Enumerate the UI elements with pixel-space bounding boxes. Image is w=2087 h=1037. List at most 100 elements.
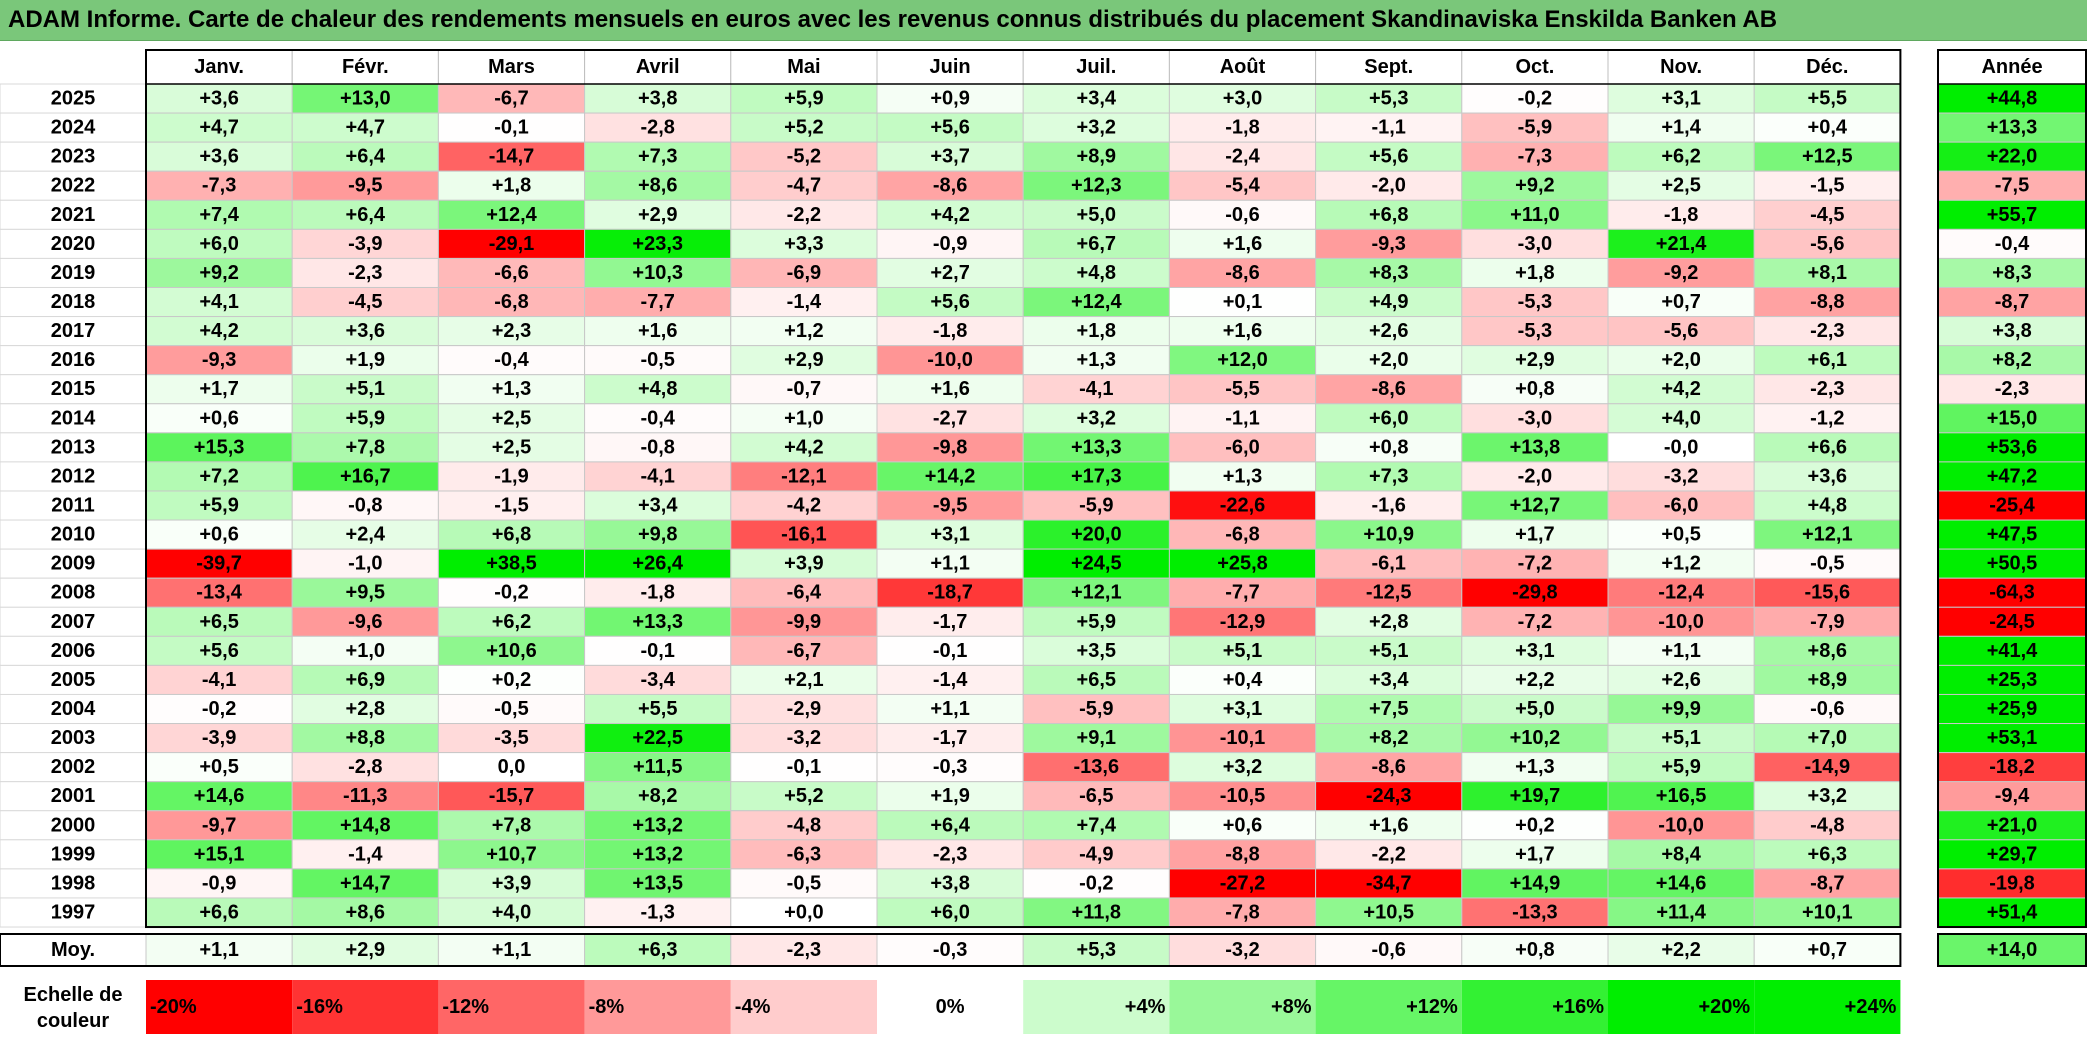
heat-cell	[1753, 693, 1901, 725]
average-cell-value: -0,3	[933, 939, 967, 961]
heat-cell-value: -5,6	[1664, 320, 1698, 342]
heat-cell-value: -6,8	[1225, 524, 1259, 546]
month-header: Août	[1220, 56, 1266, 78]
heat-cell	[291, 228, 439, 259]
year-label: 2014	[51, 407, 96, 429]
heat-cell	[291, 112, 439, 143]
heat-cell	[584, 490, 732, 521]
heat-cell-value: +13,8	[1510, 436, 1561, 458]
heat-cell	[1753, 723, 1901, 754]
heat-cell	[584, 519, 732, 550]
heat-cell-value: +5,2	[784, 117, 823, 139]
heat-cell-value: -8,8	[1810, 291, 1844, 313]
heat-cell-value: +2,7	[930, 262, 969, 284]
heat-cell	[145, 490, 293, 521]
annual-header: Année	[1981, 56, 2042, 78]
annual-cell	[1937, 577, 2087, 608]
heat-cell	[1461, 345, 1609, 376]
heat-cell	[145, 839, 293, 870]
heat-cell-value: -9,3	[202, 349, 236, 371]
heat-cell-value: -3,5	[494, 727, 528, 749]
heat-cell-value: -1,0	[348, 553, 382, 575]
heat-cell	[1607, 752, 1755, 783]
heat-cell-value: -12,1	[781, 465, 827, 487]
heat-cell-value: -4,5	[348, 291, 382, 313]
heat-cell-value: -0,0	[1664, 436, 1698, 458]
heat-cell-value: +1,9	[346, 349, 385, 371]
scale-label: Echelle de	[24, 984, 123, 1006]
heat-cell	[584, 199, 732, 230]
heat-cell-value: -34,7	[1366, 872, 1412, 894]
year-label: 2009	[51, 553, 96, 575]
heat-cell	[876, 112, 1024, 143]
heat-cell-value: +6,0	[1369, 407, 1408, 429]
heat-cell-value: -3,9	[202, 727, 236, 749]
heat-cell	[1168, 723, 1317, 754]
heat-cell	[291, 345, 439, 376]
year-label-cell	[0, 810, 147, 841]
heat-cell	[1461, 490, 1609, 521]
average-cell	[1461, 933, 1609, 967]
heat-cell	[876, 868, 1024, 899]
heat-cell	[730, 723, 878, 754]
heat-cell-value: -0,2	[494, 582, 528, 604]
heat-cell	[1168, 664, 1317, 695]
heat-cell	[1607, 490, 1755, 521]
year-label: 2000	[51, 814, 96, 836]
heat-cell-value: -2,3	[933, 843, 967, 865]
heat-cell-value: +3,4	[1369, 669, 1409, 691]
heat-cell-value: +1,8	[492, 175, 531, 197]
heat-cell-value: +2,6	[1369, 320, 1408, 342]
heat-cell	[730, 577, 878, 608]
heat-cell-value: -5,4	[1225, 175, 1260, 197]
heat-cell-value: -2,2	[787, 204, 821, 226]
heat-cell-value: +2,5	[492, 407, 531, 429]
heat-cell	[145, 868, 293, 899]
average-annual-value: +14,0	[1987, 939, 2038, 961]
heat-cell-value: -9,9	[787, 611, 821, 633]
annual-cell-value: -19,8	[1989, 872, 2035, 894]
heat-cell	[145, 635, 293, 666]
heat-cell-value: +0,0	[784, 901, 823, 923]
heat-cell-value: +5,9	[1077, 611, 1116, 633]
heat-cell-value: -4,5	[1810, 204, 1844, 226]
heat-cell-value: +0,6	[199, 407, 238, 429]
year-label-cell	[0, 228, 147, 259]
year-label-cell	[0, 519, 147, 550]
heat-cell-value: +7,4	[1077, 814, 1117, 836]
heat-cell-value: +3,2	[1077, 407, 1116, 429]
heat-cell-value: -0,8	[348, 495, 382, 517]
heat-cell-value: +10,2	[1510, 727, 1561, 749]
heat-cell-value: +4,0	[1661, 407, 1700, 429]
average-cell-value: +2,2	[1661, 939, 1700, 961]
heat-cell-value: +4,9	[1369, 291, 1408, 313]
heat-cell-value: -3,4	[640, 669, 675, 691]
heat-cell	[437, 286, 586, 318]
heat-cell-value: +21,4	[1656, 233, 1707, 255]
average-cell-value: +6,3	[638, 939, 677, 961]
year-label: 1999	[51, 843, 96, 865]
heat-cell	[876, 345, 1024, 376]
heat-cell	[1607, 635, 1755, 666]
heat-cell-value: -2,3	[348, 262, 382, 284]
heat-cell	[1753, 897, 1901, 928]
heat-cell-value: +2,9	[1515, 349, 1554, 371]
scale-swatch	[1608, 980, 1755, 1034]
heat-cell-value: +12,1	[1071, 582, 1122, 604]
average-cell	[1753, 933, 1901, 967]
heat-cell-value: +26,4	[632, 553, 683, 575]
heat-cell	[291, 868, 439, 899]
heat-cell-value: +1,0	[784, 407, 823, 429]
heat-cell-value: +2,3	[492, 320, 531, 342]
heat-cell-value: -6,0	[1664, 495, 1698, 517]
heat-cell	[1607, 723, 1755, 754]
title-bar: ADAM Informe. Carte de chaleur des rende…	[0, 0, 2087, 41]
heat-cell-value: -8,6	[1371, 756, 1405, 778]
heat-cell	[1315, 345, 1463, 376]
heat-cell	[1022, 810, 1170, 841]
heat-cell	[437, 403, 586, 434]
month-header-cell	[1607, 49, 1755, 85]
heat-cell-value: -1,7	[933, 611, 967, 633]
heat-cell-value: -7,9	[1810, 611, 1844, 633]
heat-cell-value: -1,4	[348, 843, 383, 865]
